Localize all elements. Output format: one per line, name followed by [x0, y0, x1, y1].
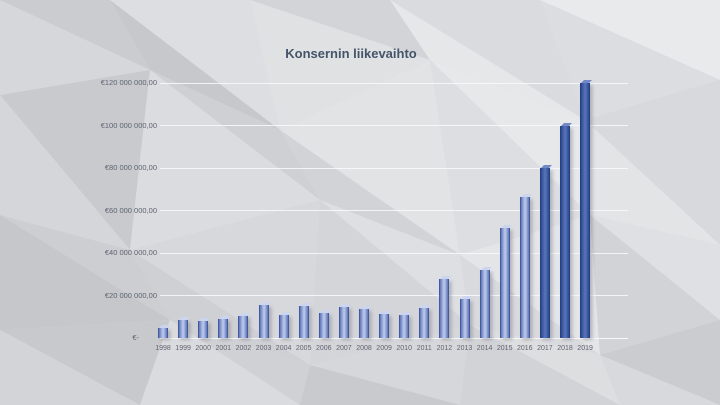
x-axis-tick-label: 2019	[577, 345, 593, 352]
bar-top-face	[480, 267, 492, 270]
x-axis-tick-label: 2001	[215, 345, 232, 352]
y-axis-tick-label: €60 000 000,00	[104, 205, 157, 215]
gridline	[160, 210, 628, 211]
bar-top-face	[259, 302, 271, 306]
gridline	[160, 337, 628, 339]
x-axis-tick-label: 2007	[336, 345, 352, 352]
bar-top-face	[420, 305, 432, 309]
bar-2013	[459, 295, 472, 338]
gridline	[160, 125, 628, 126]
x-axis-tick-label: 2012	[436, 345, 453, 352]
bar-2010	[399, 311, 412, 338]
bar-top-face	[460, 295, 472, 299]
bar-2006	[318, 309, 331, 338]
bar-1998	[158, 325, 170, 338]
bar-2002	[238, 312, 251, 338]
gridline	[160, 167, 628, 169]
chart-title: Konsernin liikevaihto	[285, 46, 417, 61]
x-axis-tick-label: 1999	[175, 345, 191, 352]
bar-2003	[258, 302, 271, 338]
bar-2018	[560, 122, 572, 338]
x-axis-tick-label: 2000	[195, 345, 211, 352]
bar-top-face	[219, 315, 231, 319]
y-axis-tick-label: €120 000 000,00	[100, 78, 157, 87]
bar-top-face	[520, 193, 532, 197]
y-axis-tick-label: €40 000 000,00	[104, 248, 157, 257]
bar-top-face	[339, 304, 351, 308]
bar-top-face	[440, 275, 452, 279]
x-axis-tick-label: 2009	[376, 345, 392, 352]
bar-top-face	[299, 303, 311, 307]
bar-2016	[519, 193, 532, 338]
gridline	[160, 82, 628, 84]
bar-top-face	[319, 309, 331, 313]
x-axis-tick-label: 2010	[396, 345, 412, 352]
bar-top-face	[179, 316, 191, 320]
bar-top-face	[400, 311, 412, 315]
bar-2001	[218, 315, 231, 338]
bar-top-face	[159, 325, 170, 329]
x-axis-tick-label: 2015	[496, 345, 513, 352]
gridline	[160, 295, 628, 296]
bar-2008	[359, 306, 371, 338]
x-axis-tick-label: 2018	[557, 345, 573, 352]
gridline	[160, 252, 628, 254]
bar-2014	[479, 267, 492, 338]
x-axis-tick-label: 2006	[316, 345, 332, 352]
bar-1999	[178, 316, 191, 338]
bar-2012	[439, 275, 452, 338]
bar-2009	[379, 310, 392, 338]
x-axis-tick-label: 2017	[537, 345, 553, 352]
y-axis-tick-label: €100 000 000,00	[100, 120, 157, 130]
x-axis-tick-label: 2014	[476, 345, 493, 352]
x-axis-tick-label: 2002	[235, 345, 252, 352]
bar-2005	[298, 303, 311, 338]
bar-top-face	[380, 310, 392, 314]
x-axis-tick-label: 2016	[517, 345, 533, 352]
x-axis-tick-label: 2004	[275, 345, 292, 352]
x-axis-tick-label: 2008	[356, 345, 372, 352]
bar-2015	[499, 224, 512, 338]
bar-2017	[539, 165, 552, 338]
x-axis-tick-label: 2003	[255, 345, 272, 352]
y-axis-tick-label: €20 000 000,00	[104, 290, 157, 300]
bar-top-face	[279, 311, 291, 315]
bar-2019	[580, 80, 593, 338]
bar-top-face	[360, 306, 371, 310]
bar-top-face	[199, 318, 211, 321]
x-axis-tick-label: 2005	[295, 345, 312, 352]
bar-2007	[338, 304, 351, 338]
x-axis-tick-label: 1998	[155, 345, 171, 352]
y-axis-tick-label: €-	[132, 333, 139, 342]
x-axis-tick-label: 2013	[456, 345, 473, 352]
bar-2000	[198, 318, 211, 338]
bar-top-face	[500, 224, 512, 228]
x-axis-tick-label: 2011	[416, 345, 432, 352]
y-axis-tick-label: €80 000 000,00	[104, 163, 157, 172]
bar-2004	[278, 311, 291, 338]
bar-top-face	[239, 312, 251, 316]
bar-2011	[419, 305, 432, 338]
